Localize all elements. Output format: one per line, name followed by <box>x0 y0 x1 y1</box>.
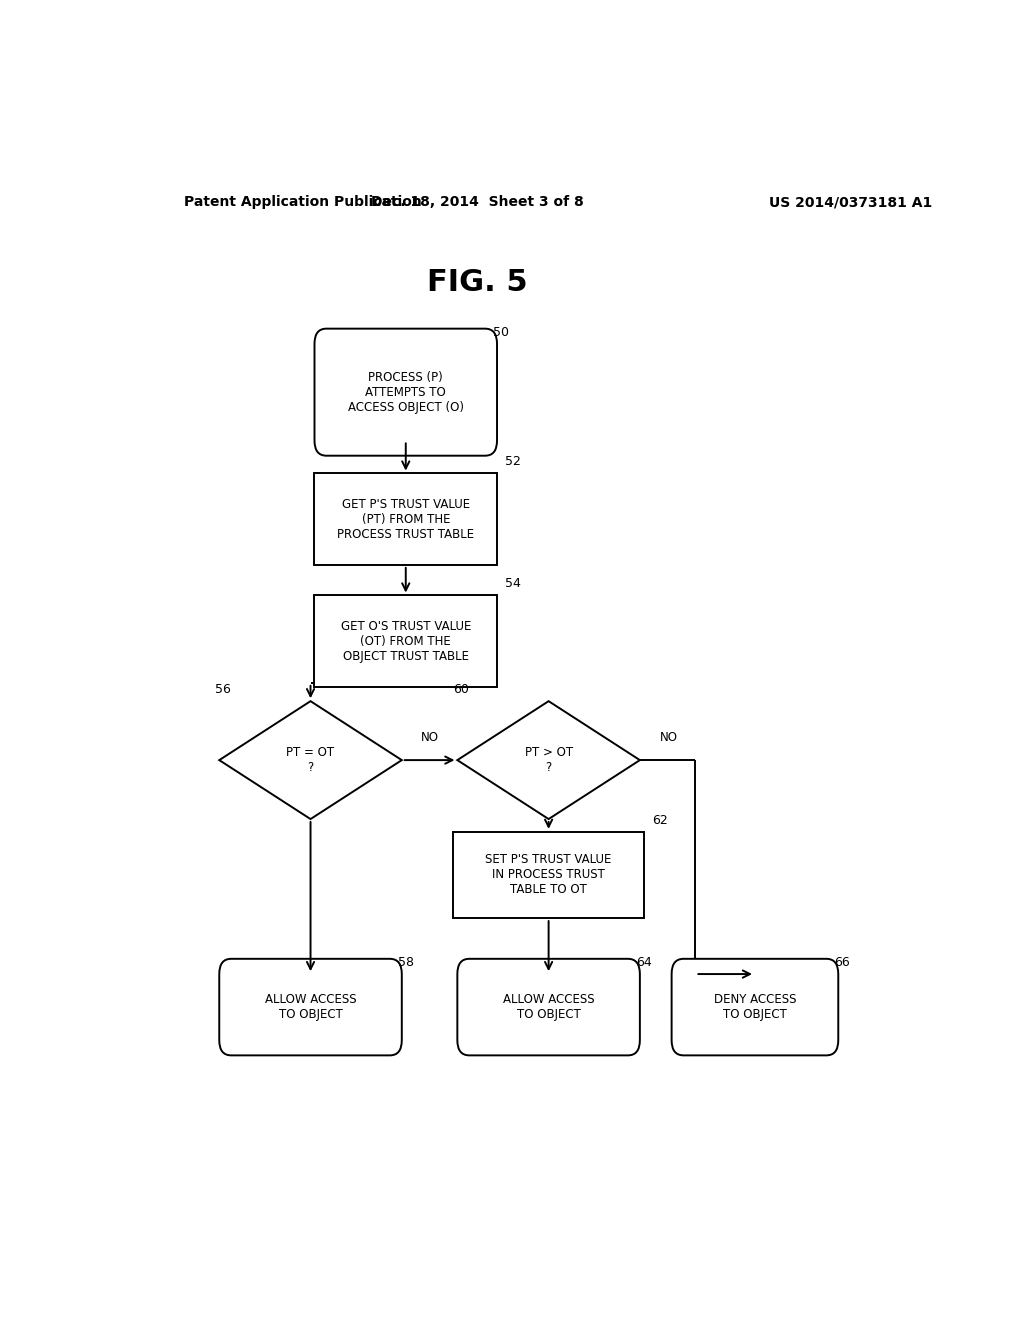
FancyBboxPatch shape <box>314 595 497 686</box>
Text: ALLOW ACCESS
TO OBJECT: ALLOW ACCESS TO OBJECT <box>503 993 594 1022</box>
Text: NO: NO <box>659 731 678 744</box>
Text: 66: 66 <box>835 956 850 969</box>
Text: Patent Application Publication: Patent Application Publication <box>183 195 421 209</box>
Text: 60: 60 <box>454 682 469 696</box>
FancyBboxPatch shape <box>672 958 839 1056</box>
Text: 54: 54 <box>505 577 521 590</box>
Text: SET P'S TRUST VALUE
IN PROCESS TRUST
TABLE TO OT: SET P'S TRUST VALUE IN PROCESS TRUST TAB… <box>485 854 611 896</box>
Text: GET P'S TRUST VALUE
(PT) FROM THE
PROCESS TRUST TABLE: GET P'S TRUST VALUE (PT) FROM THE PROCES… <box>337 498 474 541</box>
FancyBboxPatch shape <box>314 474 497 565</box>
Text: 62: 62 <box>652 813 668 826</box>
Text: PROCESS (P)
ATTEMPTS TO
ACCESS OBJECT (O): PROCESS (P) ATTEMPTS TO ACCESS OBJECT (O… <box>348 371 464 413</box>
Text: 58: 58 <box>397 956 414 969</box>
Text: GET O'S TRUST VALUE
(OT) FROM THE
OBJECT TRUST TABLE: GET O'S TRUST VALUE (OT) FROM THE OBJECT… <box>341 619 471 663</box>
Text: PT = OT
?: PT = OT ? <box>287 746 335 774</box>
Text: PT > OT
?: PT > OT ? <box>524 746 572 774</box>
Text: DENY ACCESS
TO OBJECT: DENY ACCESS TO OBJECT <box>714 993 797 1022</box>
FancyBboxPatch shape <box>219 958 401 1056</box>
FancyBboxPatch shape <box>314 329 497 455</box>
Text: FIG. 5: FIG. 5 <box>427 268 527 297</box>
Text: NO: NO <box>421 731 438 744</box>
Polygon shape <box>458 701 640 818</box>
FancyBboxPatch shape <box>454 832 644 919</box>
Text: 56: 56 <box>215 682 231 696</box>
Text: US 2014/0373181 A1: US 2014/0373181 A1 <box>769 195 932 209</box>
Text: Dec. 18, 2014  Sheet 3 of 8: Dec. 18, 2014 Sheet 3 of 8 <box>371 195 584 209</box>
Text: 50: 50 <box>494 326 509 339</box>
Polygon shape <box>219 701 401 818</box>
Text: 64: 64 <box>636 956 651 969</box>
FancyBboxPatch shape <box>458 958 640 1056</box>
Text: 52: 52 <box>505 455 521 469</box>
Text: ALLOW ACCESS
TO OBJECT: ALLOW ACCESS TO OBJECT <box>265 993 356 1022</box>
